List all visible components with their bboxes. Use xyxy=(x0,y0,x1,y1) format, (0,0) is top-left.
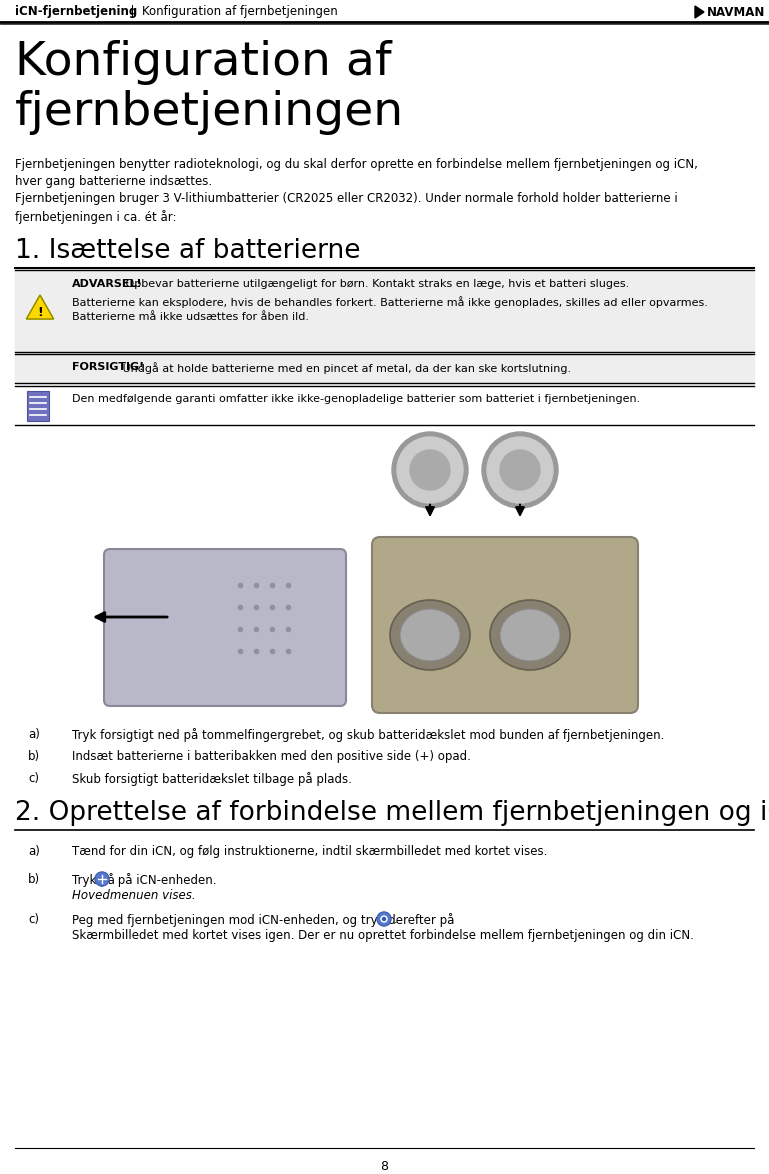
Text: a): a) xyxy=(28,728,40,741)
Text: Skærmbilledet med kortet vises igen. Der er nu oprettet forbindelse mellem fjern: Skærmbilledet med kortet vises igen. Der… xyxy=(72,929,694,942)
Circle shape xyxy=(392,432,468,508)
FancyBboxPatch shape xyxy=(104,549,346,706)
Bar xyxy=(15,270,754,352)
Text: Undgå at holde batterierne med en pincet af metal, da der kan ske kortslutning.: Undgå at holde batterierne med en pincet… xyxy=(119,362,571,373)
Text: FORSIGTIG!: FORSIGTIG! xyxy=(72,362,145,372)
Text: Tænd for din iCN, og følg instruktionerne, indtil skærmbilledet med kortet vises: Tænd for din iCN, og følg instruktionern… xyxy=(72,845,548,858)
Circle shape xyxy=(96,873,108,885)
Circle shape xyxy=(378,913,390,925)
Text: b): b) xyxy=(28,750,40,763)
Circle shape xyxy=(500,450,540,490)
Text: Skub forsigtigt batteridækslet tilbage på plads.: Skub forsigtigt batteridækslet tilbage p… xyxy=(72,772,352,785)
Text: Konfiguration af: Konfiguration af xyxy=(15,40,391,85)
Text: a): a) xyxy=(28,845,40,858)
Text: på iCN-enheden.: på iCN-enheden. xyxy=(114,873,217,888)
Text: Opbevar batterierne utilgængeligt for børn. Kontakt straks en læge, hvis et batt: Opbevar batterierne utilgængeligt for bø… xyxy=(122,279,629,289)
Text: 2. Oprettelse af forbindelse mellem fjernbetjeningen og iCN: 2. Oprettelse af forbindelse mellem fjer… xyxy=(15,799,769,826)
Text: Den medfølgende garanti omfatter ikke ikke-genopladelige batterier som batteriet: Den medfølgende garanti omfatter ikke ik… xyxy=(72,394,641,404)
Text: Fjernbetjeningen benytter radioteknologi, og du skal derfor oprette en forbindel: Fjernbetjeningen benytter radioteknologi… xyxy=(15,158,698,189)
Ellipse shape xyxy=(400,609,460,661)
Text: Tryk forsigtigt ned på tommelfingergrebet, og skub batteridækslet mod bunden af : Tryk forsigtigt ned på tommelfingergrebe… xyxy=(72,728,664,742)
Text: iCN-fjernbetjening: iCN-fjernbetjening xyxy=(15,6,137,19)
Text: Batterierne kan eksplodere, hvis de behandles forkert. Batterierne må ikke genop: Batterierne kan eksplodere, hvis de beha… xyxy=(72,296,708,322)
Ellipse shape xyxy=(390,600,470,670)
Ellipse shape xyxy=(500,609,560,661)
Text: 1. Isættelse af batterierne: 1. Isættelse af batterierne xyxy=(15,238,361,264)
Text: |  Konfiguration af fjernbetjeningen: | Konfiguration af fjernbetjeningen xyxy=(123,6,338,19)
Text: fjernbetjeningen: fjernbetjeningen xyxy=(15,90,404,135)
Bar xyxy=(15,355,754,383)
Circle shape xyxy=(381,916,387,922)
Text: Indsæt batterierne i batteribakken med den positive side (+) opad.: Indsæt batterierne i batteribakken med d… xyxy=(72,750,471,763)
FancyBboxPatch shape xyxy=(27,391,49,421)
Text: Tryk på: Tryk på xyxy=(72,873,118,888)
Circle shape xyxy=(382,918,385,920)
Text: c): c) xyxy=(28,913,39,926)
Text: !: ! xyxy=(37,306,43,319)
Circle shape xyxy=(410,450,450,490)
Circle shape xyxy=(95,872,109,886)
Text: ADVARSEL!: ADVARSEL! xyxy=(72,279,142,289)
Circle shape xyxy=(377,912,391,926)
Polygon shape xyxy=(695,6,704,18)
Text: Peg med fjernbetjeningen mod iCN-enheden, og tryk derefter på: Peg med fjernbetjeningen mod iCN-enheden… xyxy=(72,913,458,927)
FancyBboxPatch shape xyxy=(372,537,638,713)
Ellipse shape xyxy=(490,600,570,670)
Circle shape xyxy=(482,432,558,508)
Text: NAVMAN: NAVMAN xyxy=(707,6,765,19)
Text: 8: 8 xyxy=(380,1160,388,1173)
Polygon shape xyxy=(26,295,54,319)
Text: Fjernbetjeningen bruger 3 V-lithiumbatterier (CR2025 eller CR2032). Under normal: Fjernbetjeningen bruger 3 V-lithiumbatte… xyxy=(15,193,677,224)
Circle shape xyxy=(397,437,463,502)
Text: c): c) xyxy=(28,772,39,785)
Bar xyxy=(0,0,769,22)
Text: b): b) xyxy=(28,873,40,886)
Circle shape xyxy=(487,437,553,502)
Text: .: . xyxy=(394,913,398,926)
Text: Hovedmenuen vises.: Hovedmenuen vises. xyxy=(72,889,195,902)
